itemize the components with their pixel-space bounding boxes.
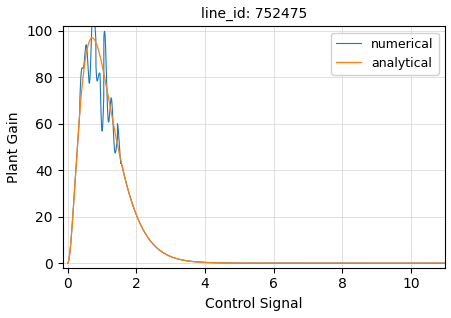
numerical	[65, 261, 70, 265]
numerical	[133, 213, 139, 217]
numerical	[90, 1, 96, 5]
Line: numerical: numerical	[68, 3, 444, 263]
numerical	[374, 261, 380, 265]
numerical	[310, 261, 315, 265]
analytical	[374, 261, 380, 265]
Legend: numerical, analytical: numerical, analytical	[331, 32, 438, 75]
Y-axis label: Plant Gain: Plant Gain	[7, 111, 21, 183]
analytical	[310, 261, 315, 265]
numerical	[442, 261, 447, 265]
analytical	[346, 261, 351, 265]
analytical	[89, 36, 95, 40]
analytical	[65, 261, 70, 265]
analytical	[209, 261, 214, 265]
numerical	[291, 261, 296, 265]
analytical	[442, 261, 447, 265]
Line: analytical: analytical	[68, 38, 444, 263]
numerical	[346, 261, 351, 265]
Title: line_id: 752475: line_id: 752475	[200, 7, 306, 21]
analytical	[291, 261, 296, 265]
analytical	[133, 213, 139, 217]
numerical	[209, 261, 214, 265]
X-axis label: Control Signal: Control Signal	[205, 297, 302, 311]
